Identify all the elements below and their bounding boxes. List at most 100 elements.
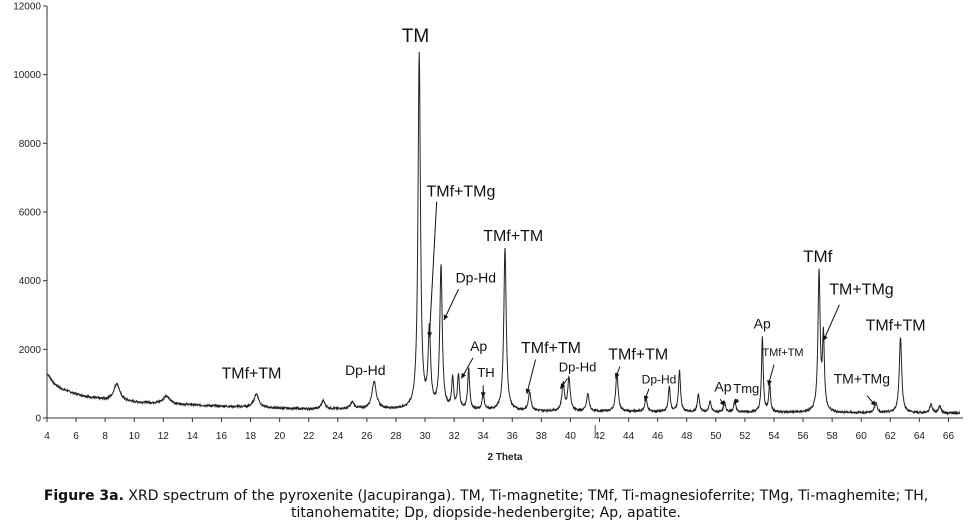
peak-annotation: TMf (803, 247, 833, 266)
x-tick-label: 28 (390, 431, 402, 442)
peak-annotation: TH (477, 365, 494, 380)
peak-point (875, 402, 877, 404)
annotation-arrow-head (461, 372, 467, 379)
annotation-arrow-head (614, 372, 620, 379)
peak-point (939, 405, 941, 407)
x-tick-label: 26 (361, 431, 373, 442)
y-tick-label: 12000 (13, 2, 41, 13)
y-tick-label: 0 (35, 414, 41, 425)
annotation-arrow-head (734, 398, 740, 405)
x-tick-label: 8 (102, 431, 108, 442)
peak-point (568, 378, 570, 380)
peak-annotation: Ap (470, 338, 487, 354)
peak-point (322, 400, 324, 402)
x-tick-label: 44 (623, 431, 635, 442)
peak-annotation: TMf+TM (521, 340, 581, 357)
annotation-arrow-head (767, 379, 772, 386)
x-tick-label: 34 (478, 431, 490, 442)
peak-annotation: TMf+TM (762, 347, 803, 359)
x-tick-label: 48 (681, 431, 693, 442)
y-tick-label: 6000 (19, 208, 42, 219)
caption-text: XRD spectrum of the pyroxenite (Jacupira… (123, 488, 929, 521)
peak-annotation: TM+TMg (834, 371, 890, 387)
annotation-arrow-head (427, 332, 433, 338)
y-tick-label: 8000 (19, 139, 42, 150)
peak-point (418, 53, 420, 55)
peak-point (679, 369, 681, 371)
x-tick-label: 36 (507, 431, 519, 442)
x-tick-label: 46 (652, 431, 664, 442)
peak-point (468, 369, 470, 371)
peak-annotation: Dp-Hd (456, 269, 496, 285)
x-tick-label: 42 (594, 431, 606, 442)
x-tick-label: 58 (827, 431, 839, 442)
caption-label: Figure 3a. (43, 488, 124, 504)
x-tick-label: 66 (943, 431, 955, 442)
x-tick-label: 10 (129, 431, 141, 442)
peak-point (373, 381, 375, 383)
peak-annotation: TMf+TM (483, 228, 543, 245)
peak-point (116, 383, 118, 385)
peak-point (698, 393, 700, 395)
peak-annotation: TM (402, 26, 429, 47)
peak-annotation: TMf+TM (221, 366, 281, 383)
x-tick-label: 18 (245, 431, 257, 442)
x-tick-label: 38 (536, 431, 548, 442)
peak-annotation: Tmg (733, 381, 759, 396)
y-tick-label: 4000 (19, 276, 42, 287)
chart-annotations: TM TMf+TMg Dp-Hd TMf+TM Ap TH TMf+TM Dp-Hd TMf+T… (221, 26, 926, 407)
x-tick-label: 62 (885, 431, 897, 442)
annotation-arrow-head (560, 383, 566, 389)
x-tick-label: 20 (274, 431, 286, 442)
peak-point (504, 247, 506, 249)
x-tick-label: 6 (73, 431, 79, 442)
x-tick-label: 40 (565, 431, 577, 442)
peak-annotation: Dp-Hd (642, 373, 677, 387)
peak-annotation: Ap (714, 379, 731, 395)
y-tick-label: 2000 (19, 345, 42, 356)
annotation-arrow-head (719, 400, 725, 406)
peak-annotation: TMf+TM (866, 317, 926, 334)
x-tick-label: 14 (187, 431, 199, 442)
annotation-arrow-head (443, 314, 449, 321)
x-axis-title: 2 Theta (487, 452, 522, 463)
peak-point (256, 393, 258, 395)
peak-point (900, 337, 902, 339)
peak-annotation: TMf+TM (608, 347, 668, 364)
x-tick-label: 22 (303, 431, 315, 442)
x-tick-label: 16 (216, 431, 228, 442)
x-tick-label: 54 (768, 431, 780, 442)
x-tick-label: 56 (798, 431, 810, 442)
x-tick-label: 60 (856, 431, 868, 442)
x-tick-label: 24 (332, 431, 344, 442)
peak-annotation: Ap (754, 316, 771, 332)
x-tick-label: 52 (739, 431, 751, 442)
peak-annotation: TMf+TMg (426, 184, 495, 201)
chart-series (46, 51, 961, 416)
annotation-arrow-head (643, 395, 649, 401)
peak-annotation: Dp-Hd (559, 360, 597, 375)
figure-caption: Figure 3a. XRD spectrum of the pyroxenit… (0, 488, 972, 522)
peak-point (458, 376, 460, 378)
peak-point (762, 337, 764, 339)
peak-annotation: Dp-Hd (345, 362, 385, 378)
annotation-arrow-head (480, 392, 486, 398)
annotation-arrow-head (823, 335, 828, 341)
peak-point (529, 391, 531, 393)
x-tick-label: 4 (44, 431, 50, 442)
x-tick-label: 30 (419, 431, 431, 442)
annotation-arrow-line (428, 201, 438, 338)
annotation-arrow-line (443, 289, 459, 321)
peak-point (587, 393, 589, 395)
peak-point (930, 403, 932, 405)
x-axis-marker: | (594, 424, 597, 435)
x-tick-label: 50 (710, 431, 722, 442)
peak-point (440, 266, 442, 268)
annotation-arrow-line (526, 359, 537, 395)
peak-point (818, 273, 820, 275)
peak-point (352, 402, 354, 404)
annotation-arrow-line (822, 304, 840, 341)
peak-point (165, 395, 167, 397)
